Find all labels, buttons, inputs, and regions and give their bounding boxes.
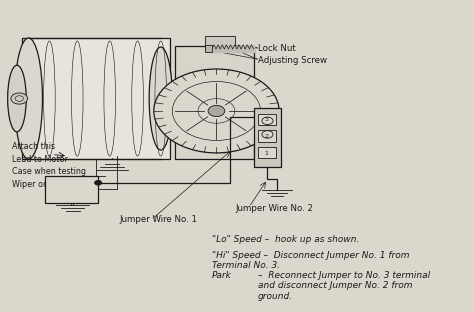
Circle shape [154,69,279,153]
Ellipse shape [15,38,43,159]
Text: Lock Nut: Lock Nut [258,44,296,53]
Bar [22,38,170,159]
Bar [205,45,212,52]
Polygon shape [175,46,254,159]
Text: Jumper Wire No. 1: Jumper Wire No. 1 [119,215,197,224]
Text: Park: Park [212,271,232,280]
Ellipse shape [149,47,173,150]
Ellipse shape [8,65,26,132]
Bar [258,114,276,125]
Text: 2: 2 [264,134,269,139]
Circle shape [208,105,225,117]
Text: 3: 3 [264,117,269,122]
Circle shape [94,180,102,185]
Bar [258,147,276,158]
Bar [45,176,98,202]
Circle shape [262,117,273,124]
Text: –  Reconnect Jumper to No. 3 terminal
and disconnect Jumper No. 2 from
ground.: – Reconnect Jumper to No. 3 terminal and… [258,271,430,301]
Text: Attach this
Lead to Motor
Case when testing
Wiper on Bench: Attach this Lead to Motor Case when test… [12,142,86,188]
Text: "Hi" Speed –  Disconnect Jumper No. 1 from
Terminal No. 3.: "Hi" Speed – Disconnect Jumper No. 1 fro… [212,251,409,270]
Bar [258,130,276,142]
FancyBboxPatch shape [205,37,235,49]
Circle shape [262,131,273,138]
Text: Jumper Wire No. 2: Jumper Wire No. 2 [235,204,313,213]
Circle shape [11,93,27,104]
Text: "Lo" Speed –  hook up as shown.: "Lo" Speed – hook up as shown. [212,235,359,244]
FancyBboxPatch shape [254,108,282,167]
Text: Adjusting Screw: Adjusting Screw [258,56,327,65]
Text: 1: 1 [264,151,269,156]
